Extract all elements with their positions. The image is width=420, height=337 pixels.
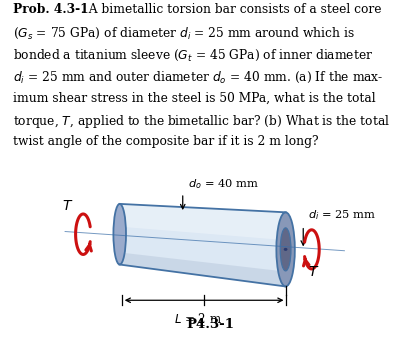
- Text: torque, $T$, applied to the bimetallic bar? (b) What is the total: torque, $T$, applied to the bimetallic b…: [13, 114, 390, 130]
- Text: bonded a titanium sleeve ($G_t$ = 45 GPa) of inner diameter: bonded a titanium sleeve ($G_t$ = 45 GPa…: [13, 48, 373, 63]
- Text: P4.3-1: P4.3-1: [186, 318, 234, 331]
- Polygon shape: [120, 204, 286, 286]
- Text: $d_i$ = 25 mm and outer diameter $d_o$ = 40 mm. (a) If the max-: $d_i$ = 25 mm and outer diameter $d_o$ =…: [13, 69, 383, 85]
- Ellipse shape: [280, 228, 291, 271]
- Text: . A bimetallic torsion bar consists of a steel core: . A bimetallic torsion bar consists of a…: [81, 3, 381, 17]
- Text: $T$: $T$: [308, 265, 320, 279]
- Text: Prob. 4.3-1: Prob. 4.3-1: [13, 3, 88, 17]
- Text: twist angle of the composite bar if it is 2 m long?: twist angle of the composite bar if it i…: [13, 135, 318, 149]
- Text: $T$: $T$: [61, 199, 73, 213]
- Polygon shape: [120, 252, 286, 286]
- Ellipse shape: [276, 212, 295, 286]
- Text: ($G_s$ = 75 GPa) of diameter $d_i$ = 25 mm around which is: ($G_s$ = 75 GPa) of diameter $d_i$ = 25 …: [13, 25, 354, 40]
- Polygon shape: [120, 204, 286, 240]
- Ellipse shape: [113, 204, 126, 265]
- Ellipse shape: [284, 248, 287, 251]
- Text: $d_o$ = 40 mm: $d_o$ = 40 mm: [188, 178, 258, 191]
- Text: imum shear stress in the steel is 50 MPa, what is the total: imum shear stress in the steel is 50 MPa…: [13, 91, 375, 104]
- Text: $L$ = 2 m: $L$ = 2 m: [174, 312, 222, 326]
- Text: $d_i$ = 25 mm: $d_i$ = 25 mm: [308, 208, 376, 221]
